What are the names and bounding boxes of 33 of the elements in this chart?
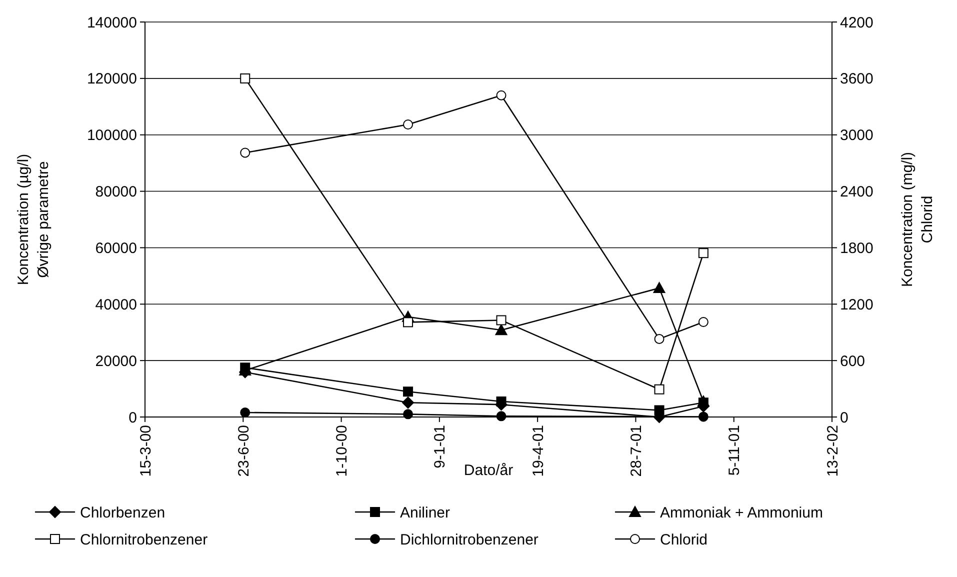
y-axis-title: Koncentration (µg/l) Øvrige parametre [15, 154, 52, 286]
y-tick-label: 40000 [95, 296, 137, 314]
y2-tick-label: 1200 [840, 296, 874, 314]
y2-tick-label: 0 [840, 409, 848, 426]
y-tick-label: 140000 [86, 14, 137, 32]
y-tick-label: 120000 [86, 70, 137, 88]
x-tick-label: 13-2-02 [824, 425, 842, 477]
y2-tick-label: 1800 [840, 240, 874, 257]
y-tick-label: 100000 [86, 127, 137, 144]
legend-label: Ammoniak + Ammonium [660, 504, 823, 522]
y2-tick-label: 3000 [840, 127, 874, 144]
legend-label: Dichlornitrobenzener [400, 531, 538, 548]
y-tick-label: 0 [128, 409, 137, 426]
legend-label: Chlorid [660, 531, 708, 548]
x-tick-label: 1-10-00 [334, 425, 351, 477]
x-tick-label: 5-11-01 [726, 425, 744, 476]
y2-tick-label: 600 [840, 352, 866, 370]
x-axis-title: Dato/år [464, 462, 514, 479]
legend-label: Chlorbenzen [80, 504, 166, 522]
y-tick-label: 80000 [95, 184, 137, 201]
x-tick-label: 23-6-00 [235, 425, 252, 477]
x-tick-label: 15-3-00 [137, 425, 154, 477]
y2-tick-label: 4200 [840, 14, 874, 32]
legend-label: Chlornitrobenzener [80, 531, 208, 548]
y2-axis-title: Koncentration (mg/l) Chlorid [899, 152, 936, 288]
legend-label: Aniliner [400, 504, 450, 522]
y-tick-label: 60000 [95, 240, 137, 257]
y-tick-label: 20000 [95, 352, 137, 370]
y2-tick-label: 3600 [840, 70, 874, 88]
y2-tick-label: 2400 [840, 184, 874, 201]
x-tick-label: 19-4-01 [530, 425, 547, 477]
x-tick-label: 28-7-01 [628, 425, 645, 477]
x-tick-label: 9-1-01 [432, 425, 449, 468]
